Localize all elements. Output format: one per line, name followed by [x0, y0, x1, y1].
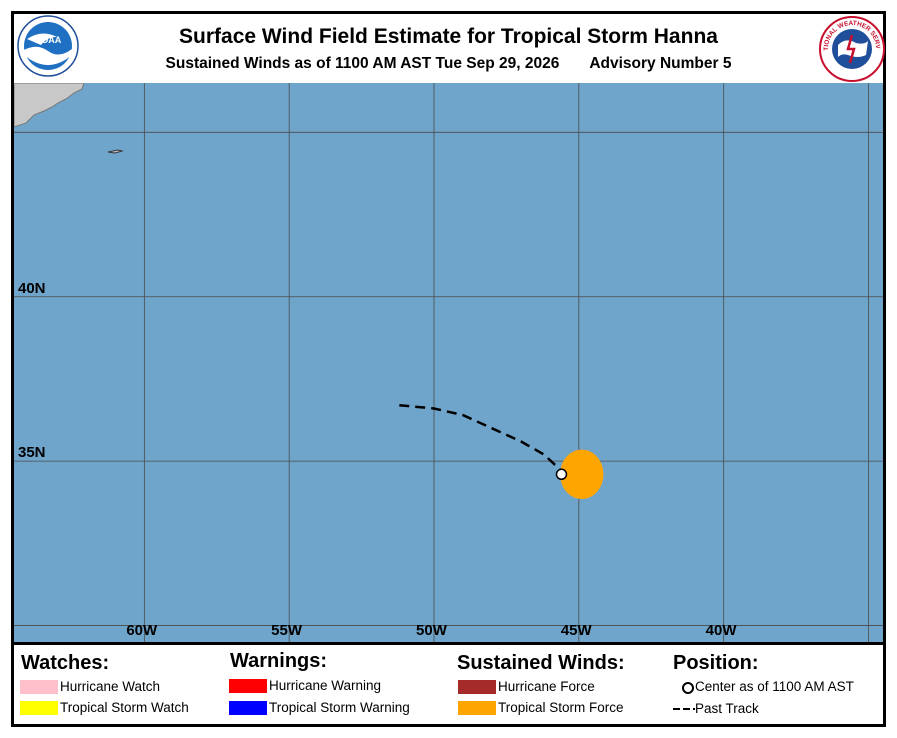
tropical-storm-watch-swatch — [20, 701, 58, 715]
graticule — [14, 83, 883, 642]
past-track-line — [399, 403, 563, 472]
tropical-storm-watch-label: Tropical Storm Watch — [60, 700, 189, 715]
advisory-time: Sustained Winds as of 1100 AM AST Tue Se… — [165, 55, 560, 72]
advisory-number: Advisory Number 5 — [589, 55, 732, 72]
noaa-logo: NOAA — [17, 15, 79, 77]
hurricane-force-swatch — [458, 680, 496, 694]
storm-center-marker — [555, 468, 568, 481]
land-newfoundland — [14, 83, 85, 128]
tropical-storm-force-label: Tropical Storm Force — [498, 700, 624, 715]
longitude-label: 40W — [705, 622, 737, 639]
page-title: Surface Wind Field Estimate for Tropical… — [179, 25, 718, 48]
land-island — [107, 149, 124, 154]
storm-center-legend-icon — [682, 682, 694, 694]
hurricane-force-label: Hurricane Force — [498, 679, 595, 694]
legend-position-heading: Position: — [673, 652, 759, 674]
map — [14, 83, 883, 642]
past-track-legend-label: Past Track — [695, 701, 759, 716]
longitude-label: 60W — [126, 622, 158, 639]
storm-center-legend-label: Center as of 1100 AM AST — [695, 679, 854, 694]
latitude-label: 35N — [18, 444, 46, 462]
hurricane-watch-label: Hurricane Watch — [60, 679, 161, 694]
tropical-storm-wind-field — [560, 449, 604, 499]
longitude-label: 45W — [560, 622, 592, 639]
legend-winds-heading: Sustained Winds: — [457, 652, 625, 674]
hurricane-warning-swatch — [229, 679, 267, 693]
ocean — [14, 83, 883, 642]
longitude-label: 55W — [271, 622, 303, 639]
legend: Watches: Hurricane Watch Tropical Storm … — [14, 642, 883, 724]
legend-warnings-heading: Warnings: — [230, 650, 328, 672]
latitude-label: 40N — [18, 279, 46, 297]
page-subtitle: Sustained Winds as of 1100 AM AST Tue Se… — [0, 55, 897, 73]
nws-logo: NATIONAL WEATHER SERVICE — [818, 15, 885, 82]
tropical-storm-force-swatch — [458, 701, 496, 715]
noaa-logo-text: NOAA — [35, 35, 62, 45]
longitude-label: 50W — [416, 622, 447, 639]
past-track-legend-icon — [673, 708, 695, 710]
hurricane-warning-label: Hurricane Warning — [269, 678, 382, 693]
hurricane-watch-swatch — [20, 680, 58, 694]
legend-watches-heading: Watches: — [21, 652, 110, 674]
tropical-storm-warning-label: Tropical Storm Warning — [269, 700, 410, 715]
tropical-storm-warning-swatch — [229, 701, 267, 715]
